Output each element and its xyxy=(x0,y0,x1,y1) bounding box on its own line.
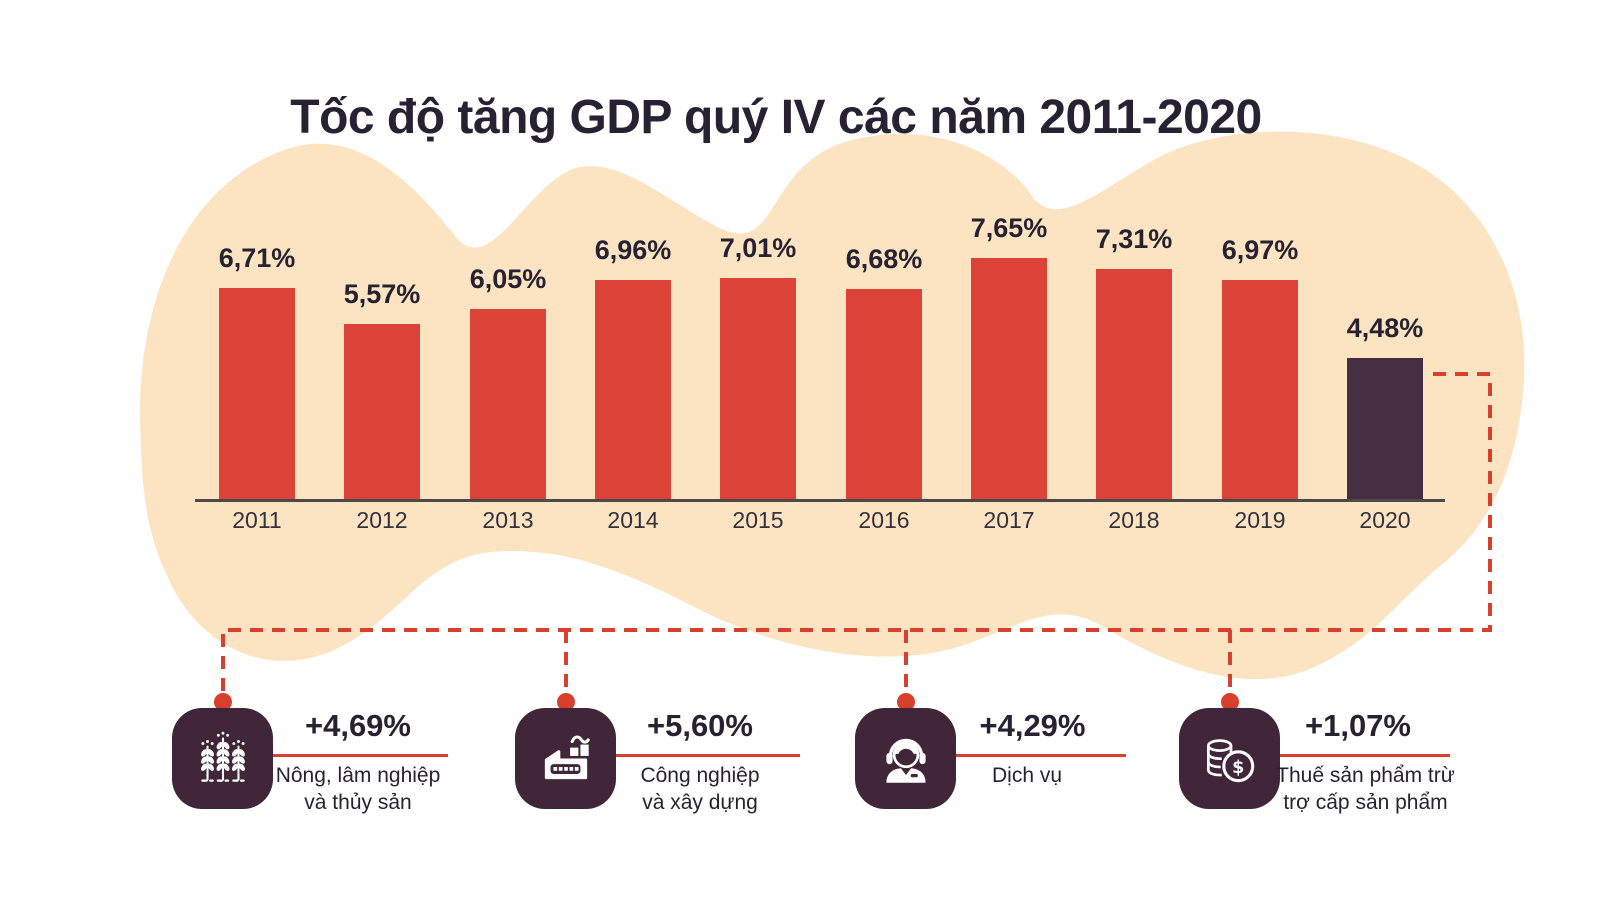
bar-year-label: 2011 xyxy=(232,507,282,533)
sector-percent: +5,60% xyxy=(646,708,753,743)
bar-year-label: 2013 xyxy=(482,507,534,533)
bar-2017 xyxy=(971,258,1047,500)
x-axis-line xyxy=(195,499,1445,502)
bar-2012 xyxy=(344,324,420,500)
wheat-icon xyxy=(200,731,245,782)
bar-year-label: 2014 xyxy=(607,507,659,533)
bar-2011 xyxy=(219,288,295,500)
bar-value-label: 6,96% xyxy=(594,235,672,265)
bar-2019 xyxy=(1222,280,1298,500)
connector-dots xyxy=(214,693,1239,711)
agriculture-tile xyxy=(172,708,273,809)
bar-2020 xyxy=(1347,358,1423,500)
bar-value-label: 7,65% xyxy=(970,213,1048,243)
bar-value-label: 6,05% xyxy=(469,264,547,294)
sector-name: Dịch vụ xyxy=(991,764,1063,787)
bar-2016 xyxy=(846,289,922,500)
sector-percent: +4,69% xyxy=(304,708,411,743)
sector-percent: +4,29% xyxy=(979,708,1086,743)
bar-2015 xyxy=(720,278,796,500)
bar-year-label: 2012 xyxy=(356,507,408,533)
red-underline xyxy=(616,754,800,757)
bar-value-label: 4,48% xyxy=(1346,313,1424,343)
bar-year-label: 2018 xyxy=(1108,507,1160,533)
page-title: Tốc độ tăng GDP quý IV các năm 2011-2020 xyxy=(290,91,1262,145)
headset-person-icon xyxy=(885,738,926,783)
red-underline xyxy=(272,754,448,757)
bar-value-label: 7,01% xyxy=(719,233,797,263)
factory-icon xyxy=(544,734,590,779)
bar-value-label: 7,31% xyxy=(1095,224,1173,254)
bar-value-label: 6,71% xyxy=(218,243,296,273)
sector-name: Công nghiệp và xây dựng xyxy=(640,764,760,814)
red-underline xyxy=(954,754,1126,757)
bar-year-label: 2016 xyxy=(858,507,910,533)
bar-2013 xyxy=(470,309,546,500)
sector-name: Nông, lâm nghiệp và thủy sản xyxy=(275,764,441,814)
bar-year-label: 2019 xyxy=(1234,507,1286,533)
svg-text:$: $ xyxy=(1232,757,1244,777)
taxes-tile: $ xyxy=(1179,708,1280,809)
bar-value-label: 6,97% xyxy=(1221,235,1299,265)
services-tile xyxy=(855,708,956,809)
bar-value-label: 6,68% xyxy=(845,244,923,274)
industry-tile xyxy=(515,708,616,809)
bar-year-label: 2015 xyxy=(732,507,784,533)
bar-year-label: 2020 xyxy=(1359,507,1411,533)
sector-percent: +1,07% xyxy=(1304,708,1411,743)
sector-name: Thuế sản phẩm trừ trợ cấp sản phẩm xyxy=(1276,764,1455,814)
bar-year-label: 2017 xyxy=(983,507,1035,533)
coins-dollar-icon: $ xyxy=(1206,738,1254,782)
bar-value-label: 5,57% xyxy=(343,279,421,309)
bar-2018 xyxy=(1096,269,1172,500)
red-underline xyxy=(1280,754,1450,757)
bar-2014 xyxy=(595,280,671,500)
